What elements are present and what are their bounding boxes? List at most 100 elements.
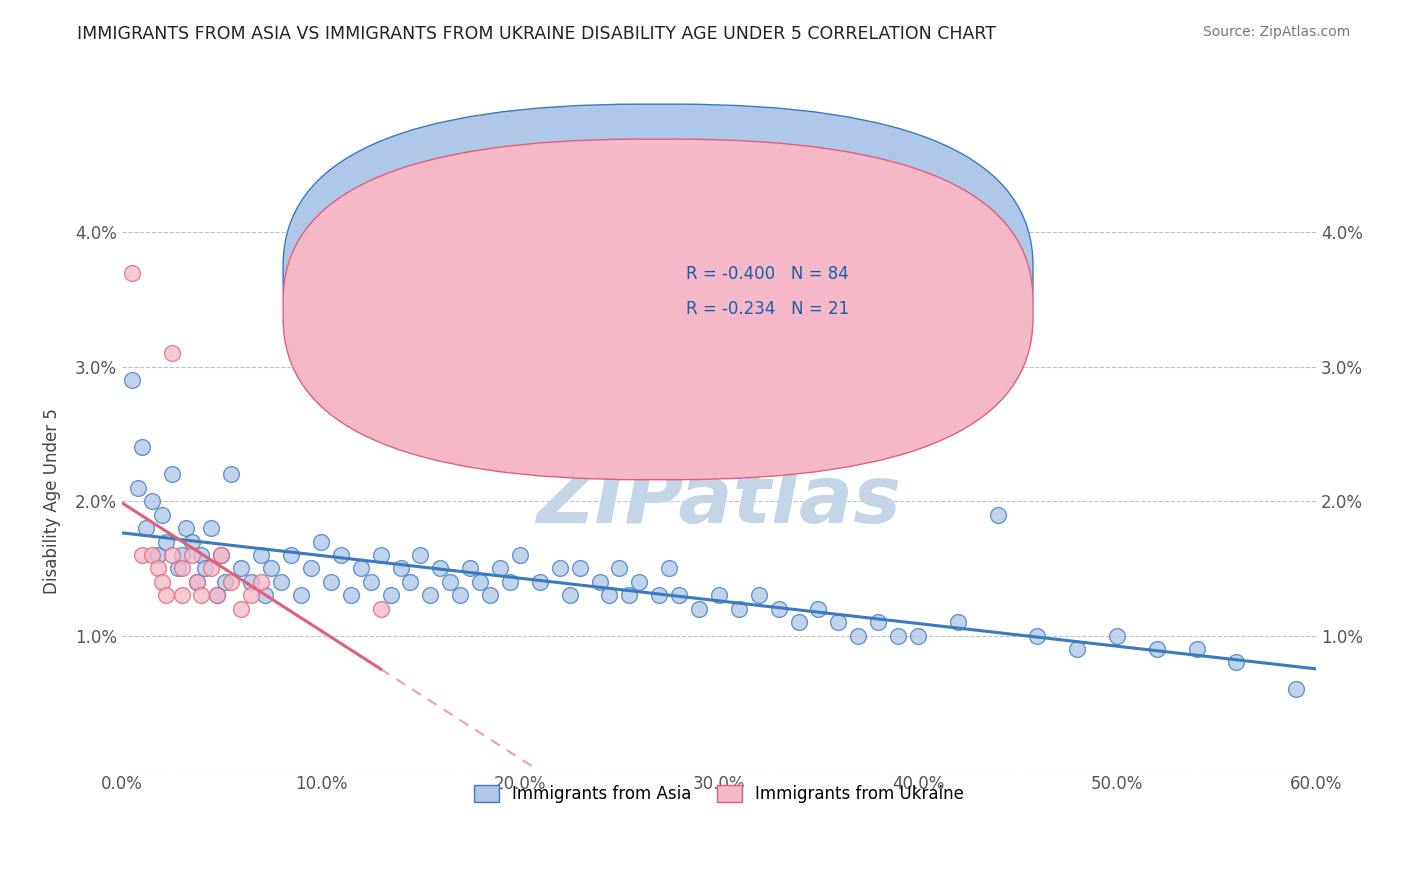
Point [186,574,208,589]
Point [146,548,169,562]
Point [1105,629,1128,643]
Point [131,548,153,562]
Point [270,574,292,589]
Point [155,534,177,549]
Point [827,615,849,629]
Text: ZIPatlas: ZIPatlas [537,462,901,541]
Point [319,574,342,589]
Text: R = -0.400   N = 84: R = -0.400 N = 84 [686,266,848,284]
Point [135,521,157,535]
Point [190,548,212,562]
Point [868,615,890,629]
Point [350,561,373,575]
Point [370,548,392,562]
Point [221,467,243,482]
Point [254,588,277,602]
Point [131,441,153,455]
Point [1185,642,1208,657]
Point [429,561,451,575]
Point [907,629,929,643]
Point [1066,642,1088,657]
Point [479,588,502,602]
FancyBboxPatch shape [612,244,946,356]
Point [221,574,243,589]
Point [170,561,193,575]
Point [458,561,481,575]
Point [598,588,620,602]
Point [290,588,312,602]
Point [170,548,193,562]
Point [389,561,412,575]
FancyBboxPatch shape [283,104,1033,445]
Point [1026,629,1049,643]
Point [207,588,229,602]
Point [121,373,143,387]
Point [707,588,730,602]
Point [380,588,402,602]
FancyBboxPatch shape [283,139,1033,480]
Point [439,574,461,589]
Y-axis label: Disability Age Under 5: Disability Age Under 5 [44,409,60,594]
Point [449,588,471,602]
Point [489,561,512,575]
Point [150,574,173,589]
Point [127,481,149,495]
Point [499,574,522,589]
Point [309,534,332,549]
Point [688,601,710,615]
Point [200,521,222,535]
Point [160,467,183,482]
Point [887,629,910,643]
Point [409,548,432,562]
Point [214,574,236,589]
Point [370,601,392,615]
Point [509,548,531,562]
Point [807,601,830,615]
Point [180,534,202,549]
Point [260,561,283,575]
Point [141,548,163,562]
Legend: Immigrants from Asia, Immigrants from Ukraine: Immigrants from Asia, Immigrants from Uk… [467,779,970,810]
Point [240,574,263,589]
Point [628,574,651,589]
Point [150,508,173,522]
Text: IMMIGRANTS FROM ASIA VS IMMIGRANTS FROM UKRAINE DISABILITY AGE UNDER 5 CORRELATI: IMMIGRANTS FROM ASIA VS IMMIGRANTS FROM … [77,25,997,43]
Point [250,574,273,589]
Point [240,588,263,602]
Point [946,615,969,629]
Point [987,508,1010,522]
Point [186,574,208,589]
Point [194,561,217,575]
Point [360,574,382,589]
Point [160,548,183,562]
Point [250,548,273,562]
Text: R = -0.234   N = 21: R = -0.234 N = 21 [686,301,849,318]
Point [299,561,322,575]
Point [727,601,749,615]
Point [209,548,232,562]
Point [209,548,232,562]
Point [190,588,212,602]
Point [231,561,253,575]
Point [200,561,222,575]
Point [1146,642,1168,657]
Point [329,548,352,562]
Point [1225,656,1247,670]
Point [231,601,253,615]
Point [588,574,610,589]
Point [180,548,202,562]
Text: Source: ZipAtlas.com: Source: ZipAtlas.com [1202,25,1350,39]
Point [748,588,770,602]
Point [207,588,229,602]
Point [568,561,591,575]
Point [160,346,183,360]
Point [529,574,551,589]
Point [1285,682,1308,697]
Point [468,574,491,589]
Point [399,574,422,589]
Point [419,588,441,602]
Point [787,615,810,629]
Point [846,629,869,643]
Point [174,521,197,535]
Point [121,266,143,280]
